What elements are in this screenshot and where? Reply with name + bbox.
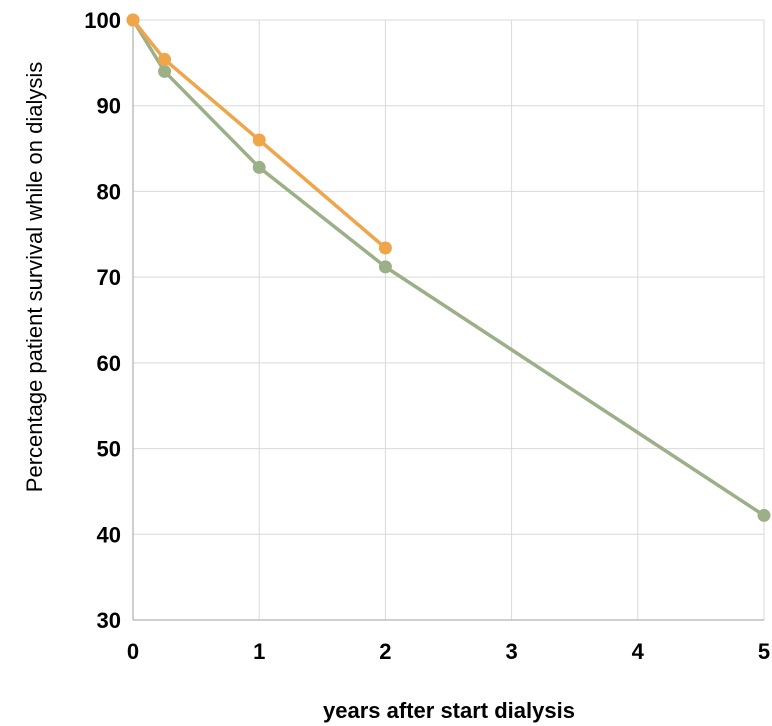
series-1-line	[131, 19, 765, 517]
y-tick-label: 40	[97, 522, 121, 547]
x-tick-label: 2	[379, 639, 391, 664]
y-tick-label: 100	[84, 8, 121, 33]
x-axis-title: years after start dialysis	[323, 698, 575, 723]
series-1-point	[158, 64, 172, 78]
x-tick-label: 4	[632, 639, 645, 664]
series-2-line	[131, 18, 387, 250]
tick-labels: 30 40 50 60 70 80 90 100 0 1 2 3 4 5	[84, 8, 770, 664]
series-2-point	[378, 241, 392, 255]
series-2-point	[158, 52, 172, 66]
x-tick-label: 3	[505, 639, 517, 664]
series-2-point	[252, 133, 266, 147]
series-layer	[126, 13, 771, 522]
y-tick-label: 80	[97, 179, 121, 204]
x-tick-label: 0	[127, 639, 139, 664]
x-tick-label: 5	[758, 639, 770, 664]
grid	[132, 19, 765, 621]
series-1-point	[252, 160, 266, 174]
y-tick-label: 70	[97, 265, 121, 290]
series-1-point	[757, 508, 771, 522]
y-tick-label: 90	[97, 94, 121, 119]
y-tick-label: 30	[97, 608, 121, 633]
x-tick-label: 1	[253, 639, 265, 664]
series-2-point	[126, 13, 140, 27]
plot-axes	[132, 20, 764, 621]
y-axis-title: Percentage patient survival while on dia…	[22, 62, 47, 492]
y-tick-label: 60	[97, 351, 121, 376]
series-1-point	[378, 260, 392, 274]
y-tick-label: 50	[97, 437, 121, 462]
